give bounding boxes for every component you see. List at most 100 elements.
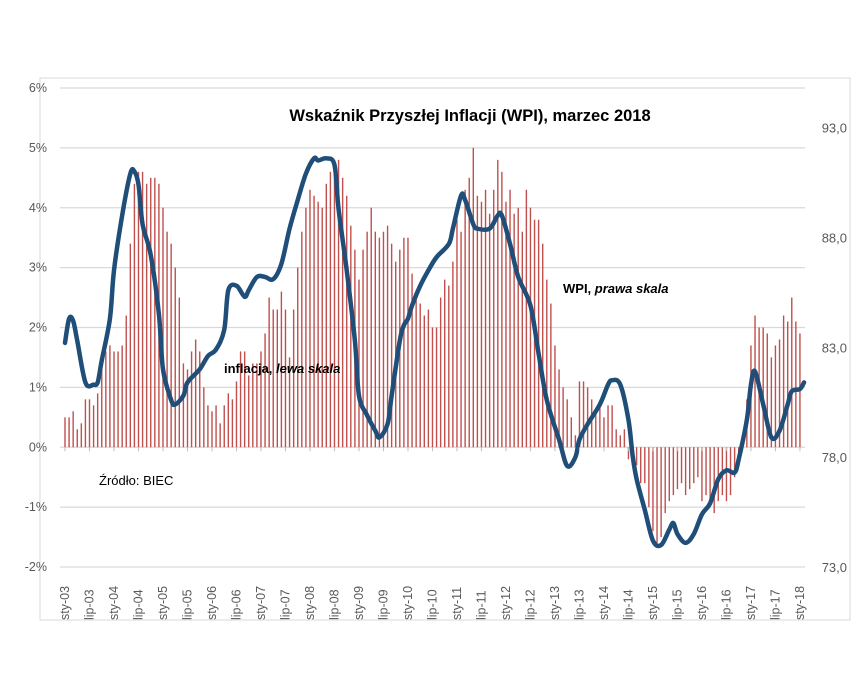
x-axis-tick-label: lip-17: [768, 589, 782, 620]
inflation-bar: [370, 207, 372, 448]
x-axis-tick-label: sty-09: [352, 586, 366, 620]
chart-title: Wskaźnik Przyszłej Inflacji (WPI), marze…: [289, 107, 650, 125]
inflation-bar: [705, 447, 707, 496]
inflation-bar: [627, 447, 630, 460]
inflation-bar: [578, 381, 581, 448]
inflation-bar: [329, 171, 332, 448]
inflation-bar: [154, 177, 156, 448]
right-axis-tick-label: 78,0: [822, 450, 847, 465]
inflation-bar: [362, 249, 364, 448]
inflation-bar: [117, 351, 119, 448]
inflation-bar: [791, 297, 793, 448]
inflation-bar: [697, 447, 699, 478]
inflation-bar: [162, 207, 164, 448]
x-axis-tick-label: sty-14: [597, 586, 611, 620]
inflation-bar: [586, 387, 589, 448]
x-axis-tick-label: lip-15: [670, 589, 684, 620]
inflation-bar: [333, 159, 336, 448]
x-axis-tick-label: sty-13: [548, 586, 562, 620]
inflation-bar: [284, 309, 287, 448]
inflation-bar: [497, 159, 499, 448]
inflation-bar: [272, 309, 274, 448]
inflation-bar: [672, 447, 675, 496]
inflation-bar: [762, 327, 764, 448]
x-axis-tick-label: lip-07: [278, 589, 292, 620]
x-axis-tick-label: lip-16: [719, 589, 733, 620]
inflation-bar: [125, 315, 127, 448]
inflation-bar: [754, 315, 756, 448]
inflation-bar: [256, 363, 258, 448]
inflation-bar: [439, 297, 442, 448]
inflation-bar: [709, 447, 711, 502]
inflation-bar: [248, 375, 250, 448]
inflation-bar: [276, 309, 279, 448]
inflation-bar: [452, 261, 454, 448]
x-axis-tick-label: sty-04: [107, 586, 121, 620]
inflation-bar: [464, 189, 466, 448]
left-axis-tick-label: 3%: [29, 261, 47, 275]
inflation-bar: [562, 387, 564, 448]
inflation-bar: [435, 327, 438, 448]
x-axis-tick-label: sty-17: [744, 586, 758, 620]
inflation-bar: [297, 267, 299, 448]
inflation-bar: [725, 447, 728, 502]
inflation-bar: [252, 363, 254, 448]
inflation-bar: [595, 411, 597, 448]
inflation-bar: [64, 417, 66, 448]
inflation-bar: [350, 225, 352, 448]
inflation-bar: [219, 423, 221, 448]
inflation-bar: [341, 177, 344, 448]
inflation-bar: [411, 273, 413, 448]
inflation-bar: [558, 369, 560, 448]
inflation-bar: [264, 333, 266, 448]
inflation-bar: [390, 243, 393, 448]
inflation-bar: [72, 411, 74, 448]
inflation-bar: [378, 237, 381, 448]
inflation-bar: [615, 429, 617, 448]
inflation-bar: [419, 303, 421, 448]
inflation-bar: [472, 147, 474, 448]
inflation-bar: [570, 417, 572, 448]
right-axis-tick-label: 93,0: [822, 121, 847, 136]
inflation-bar: [476, 195, 479, 448]
inflation-bar: [680, 447, 683, 484]
inflation-bar: [68, 417, 70, 448]
inflation-bar: [484, 189, 487, 448]
inflation-bar: [121, 345, 123, 448]
inflation-bar: [358, 279, 360, 448]
inflation-bar: [603, 417, 605, 448]
inflation-bar: [386, 225, 389, 448]
left-axis-tick-label: -1%: [25, 500, 47, 514]
wpi-label-italic: prawa skala: [594, 281, 669, 296]
right-axis-tick-label: 73,0: [822, 560, 847, 575]
x-axis-tick-label: lip-05: [180, 589, 194, 620]
inflation-bar: [166, 231, 168, 448]
inflation-series-label: inflacja, lewa skala: [224, 361, 340, 376]
inflation-bar: [321, 207, 323, 448]
right-axis-tick-label: 88,0: [822, 230, 847, 245]
inflation-bar: [599, 405, 601, 448]
left-axis-tick-label: 2%: [29, 321, 47, 335]
inflation-bar: [623, 429, 626, 448]
inflation-bar: [713, 447, 715, 514]
left-axis-tick-label: 5%: [29, 141, 47, 155]
inflation-bar: [795, 321, 797, 448]
x-axis-tick-label: sty-16: [695, 586, 709, 620]
inflation-bar: [101, 369, 103, 448]
inflation-bar: [80, 423, 83, 448]
inflation-bar: [260, 351, 262, 448]
x-axis-tick-label: lip-11: [474, 590, 488, 620]
inflation-bar: [652, 447, 654, 532]
inflation-bar: [346, 195, 348, 448]
inflation-bar: [648, 447, 650, 508]
inflation-bar: [782, 315, 785, 448]
source-note: Źródło: BIEC: [99, 473, 173, 488]
inflation-bar: [113, 351, 115, 448]
inflation-bar: [456, 219, 458, 448]
inflation-bar: [182, 363, 185, 448]
inflation-bar: [701, 447, 703, 502]
inflation-bar: [693, 447, 695, 484]
inflation-bar: [427, 309, 430, 448]
inflation-bar: [431, 327, 434, 448]
inflation-bar: [509, 189, 511, 448]
